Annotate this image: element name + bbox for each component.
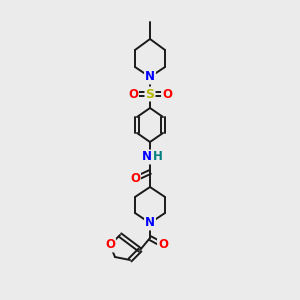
Text: O: O (130, 172, 140, 185)
Text: N: N (142, 151, 152, 164)
Text: O: O (128, 88, 138, 100)
Text: S: S (146, 88, 154, 100)
Text: N: N (145, 70, 155, 83)
Text: H: H (153, 151, 163, 164)
Text: O: O (158, 238, 168, 251)
Text: O: O (162, 88, 172, 100)
Text: O: O (105, 238, 115, 251)
Text: N: N (145, 217, 155, 230)
